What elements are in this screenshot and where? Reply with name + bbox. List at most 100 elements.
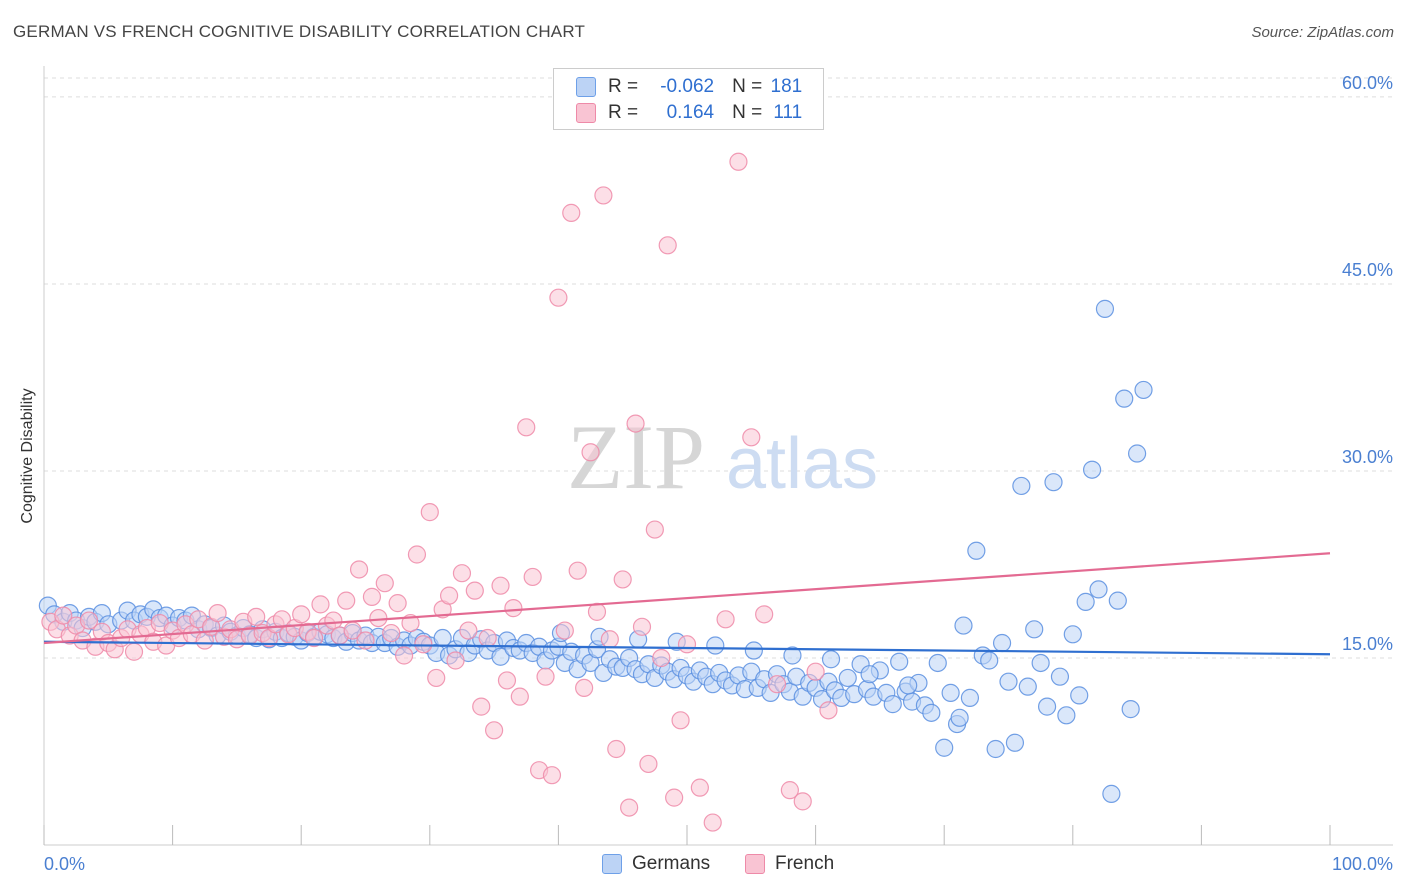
germans-swatch bbox=[576, 77, 596, 97]
germans-point bbox=[935, 738, 954, 757]
french-point bbox=[600, 630, 619, 649]
french-point bbox=[562, 203, 581, 222]
french-point bbox=[793, 792, 812, 811]
germans-trend-line bbox=[43, 640, 1331, 656]
legend-n-label: N = bbox=[732, 102, 763, 123]
germans-legend-swatch bbox=[602, 854, 622, 874]
germans-point bbox=[1089, 580, 1108, 599]
french-point bbox=[427, 668, 446, 688]
germans-point bbox=[922, 703, 941, 722]
french-point bbox=[79, 611, 99, 630]
french-point bbox=[581, 443, 600, 462]
germans-point bbox=[838, 668, 857, 688]
french-point bbox=[124, 642, 144, 661]
legend-r-value: 0.164 bbox=[666, 102, 715, 123]
legend-label-french: French bbox=[775, 853, 835, 874]
french-point bbox=[54, 606, 73, 625]
germans-point bbox=[1134, 380, 1153, 400]
french-point bbox=[472, 697, 491, 716]
germans-point bbox=[1102, 784, 1121, 803]
french-point bbox=[542, 766, 562, 785]
germans-point bbox=[1025, 620, 1044, 639]
germans-point bbox=[491, 647, 510, 666]
germans-point bbox=[883, 695, 902, 714]
x-tick-label-start: 0.0% bbox=[44, 854, 85, 874]
germans-point bbox=[821, 650, 841, 669]
germans-point bbox=[899, 676, 918, 695]
french-point bbox=[632, 617, 652, 636]
y-tick-label: 45.0% bbox=[1342, 260, 1393, 280]
legend-r-value: -0.062 bbox=[660, 76, 715, 97]
french-swatch bbox=[576, 103, 596, 123]
french-trend-line bbox=[43, 552, 1331, 645]
french-point bbox=[645, 520, 664, 539]
legend-n-label: N = bbox=[732, 76, 763, 97]
french-point bbox=[420, 503, 439, 522]
legend-n-value: 181 bbox=[770, 76, 803, 97]
french-point bbox=[652, 648, 671, 668]
french-point bbox=[337, 591, 356, 610]
french-point bbox=[247, 607, 266, 626]
germans-point bbox=[1127, 444, 1147, 463]
germans-point bbox=[744, 641, 763, 660]
french-point bbox=[375, 574, 394, 593]
y-tick-label: 60.0% bbox=[1342, 73, 1393, 93]
germans-point bbox=[783, 646, 802, 665]
french-point bbox=[677, 635, 697, 654]
french-point bbox=[304, 628, 324, 648]
french-point bbox=[446, 651, 465, 670]
legend-n-value: 111 bbox=[773, 102, 803, 123]
french-point bbox=[755, 605, 774, 624]
germans-point bbox=[1108, 591, 1127, 610]
french-point bbox=[716, 610, 735, 629]
french-point bbox=[324, 611, 343, 630]
french-point bbox=[729, 152, 748, 171]
french-point bbox=[485, 721, 504, 740]
stats-legend: R = -0.062 N = 181 R = 0.164 N = 111 bbox=[553, 68, 824, 130]
french-point bbox=[208, 603, 227, 623]
french-point bbox=[626, 414, 645, 433]
germans-point bbox=[928, 653, 947, 673]
germans-point bbox=[960, 688, 980, 707]
french-point bbox=[742, 428, 761, 447]
legend-item-germans: Germans bbox=[602, 852, 710, 876]
french-point bbox=[465, 581, 484, 600]
french-point bbox=[452, 564, 472, 583]
french-point bbox=[349, 560, 369, 579]
germans-point bbox=[1044, 473, 1063, 492]
legend-item-french: French bbox=[745, 852, 834, 876]
germans-point bbox=[890, 652, 909, 671]
x-tick-label-end: 100.0% bbox=[1332, 854, 1393, 874]
french-point bbox=[639, 754, 658, 774]
french-point bbox=[292, 605, 311, 624]
germans-point bbox=[1037, 697, 1057, 716]
germans-point bbox=[1121, 700, 1140, 719]
germans-point bbox=[950, 708, 969, 727]
french-point bbox=[517, 418, 536, 437]
points-layer bbox=[38, 152, 1153, 832]
french-point bbox=[658, 236, 677, 255]
source-label: Source: ZipAtlas.com bbox=[1251, 24, 1394, 41]
axis-layer bbox=[43, 66, 1393, 846]
french-point bbox=[568, 561, 587, 580]
germans-point bbox=[860, 665, 879, 684]
legend-label-germans: Germans bbox=[632, 853, 711, 874]
trend-layer bbox=[43, 552, 1331, 656]
french-point bbox=[369, 608, 388, 628]
y-tick-label: 15.0% bbox=[1342, 634, 1393, 654]
grid-layer bbox=[44, 77, 1393, 659]
germans-point bbox=[706, 636, 725, 655]
french-point bbox=[594, 186, 613, 205]
french-point bbox=[555, 621, 574, 640]
french-point bbox=[459, 621, 478, 640]
french-point bbox=[491, 576, 510, 595]
french-point bbox=[311, 595, 330, 614]
french-point bbox=[536, 667, 555, 686]
french-point bbox=[510, 687, 529, 706]
french-point bbox=[549, 288, 568, 307]
french-point bbox=[613, 570, 632, 589]
french-point bbox=[394, 646, 414, 665]
legend-row-germans: R = -0.062 N = 181 bbox=[576, 75, 802, 99]
french-point bbox=[504, 599, 523, 618]
germans-point bbox=[992, 633, 1012, 653]
